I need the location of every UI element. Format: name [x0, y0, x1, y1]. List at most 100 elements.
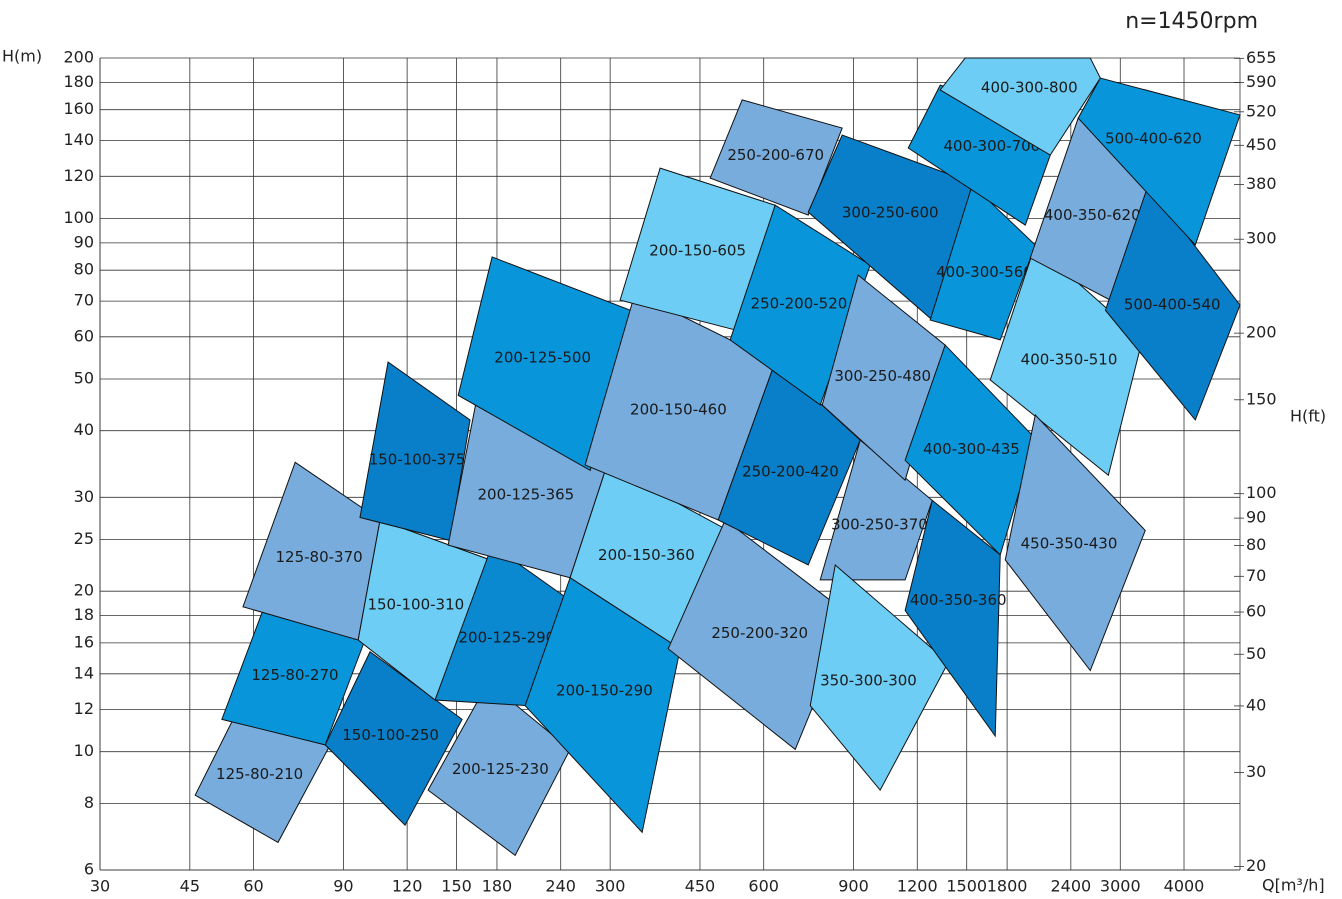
- y-tick-label: 80: [74, 260, 94, 279]
- x-tick-label: 300: [595, 877, 626, 896]
- y2-tick-label: 590: [1246, 72, 1277, 91]
- region-label: 200-150-460: [630, 400, 727, 418]
- x-tick-label: 240: [545, 877, 576, 896]
- x-tick-label: 60: [243, 877, 263, 896]
- y-tick-label: 8: [84, 793, 94, 812]
- x-tick-label: 900: [838, 877, 869, 896]
- y2-tick-label: 80: [1246, 535, 1266, 554]
- region: [819, 439, 933, 581]
- region-label: 500-400-620: [1105, 130, 1202, 148]
- x-tick-label: 1200: [897, 877, 938, 896]
- y2-tick-label: 60: [1246, 602, 1266, 621]
- y-tick-label: 50: [74, 369, 94, 388]
- y-tick-label: 16: [74, 632, 94, 651]
- region-label: 200-150-290: [556, 682, 653, 700]
- region-label: 200-125-365: [477, 485, 574, 503]
- y-tick-label: 40: [74, 420, 94, 439]
- region: [904, 499, 1001, 738]
- y-tick-label: 90: [74, 232, 94, 251]
- region-label: 250-200-420: [742, 462, 839, 480]
- region-label: 400-300-700: [943, 137, 1040, 155]
- y2-axis-label: H(ft): [1290, 407, 1326, 426]
- region-label: 300-250-480: [834, 367, 931, 385]
- y2-tick-label: 30: [1246, 762, 1266, 781]
- region: [1077, 77, 1241, 246]
- x-tick-label: 1500: [946, 877, 987, 896]
- y2-tick-label: 100: [1246, 483, 1277, 502]
- region-label: 125-80-270: [251, 666, 338, 684]
- region-label: 250-200-520: [751, 294, 848, 312]
- y-tick-label: 14: [74, 663, 94, 682]
- y-tick-label: 12: [74, 699, 94, 718]
- region: [457, 256, 631, 472]
- y-tick-label: 70: [74, 291, 94, 310]
- y-tick-label: 6: [84, 860, 94, 879]
- y2-tick-label: 90: [1246, 508, 1266, 527]
- region-label: 200-125-500: [494, 349, 591, 367]
- y-tick-label: 120: [63, 166, 94, 185]
- region-label: 450-350-430: [1021, 534, 1118, 552]
- y2-tick-label: 450: [1246, 135, 1277, 154]
- x-tick-label: 600: [748, 877, 779, 896]
- y2-tick-label: 20: [1246, 856, 1266, 875]
- region-label: 300-250-370: [831, 516, 928, 534]
- y2-tick-label: 520: [1246, 101, 1277, 120]
- y2-tick-label: 655: [1246, 48, 1277, 67]
- x-tick-label: 180: [482, 877, 513, 896]
- x-tick-label: 450: [685, 877, 716, 896]
- region-label: 150-100-310: [367, 595, 464, 613]
- y-tick-label: 60: [74, 326, 94, 345]
- x-tick-label: 45: [180, 877, 200, 896]
- region: [821, 274, 946, 482]
- region-label: 400-350-360: [910, 591, 1007, 609]
- chart-title: n=1450rpm: [1125, 9, 1258, 34]
- x-tick-label: 3000: [1100, 877, 1141, 896]
- y2-tick-label: 70: [1246, 566, 1266, 585]
- region: [1104, 183, 1241, 421]
- y2-tick-label: 40: [1246, 695, 1266, 714]
- x-tick-label: 120: [392, 877, 423, 896]
- y-tick-label: 18: [74, 605, 94, 624]
- region: [729, 204, 871, 406]
- y2-tick-label: 380: [1246, 174, 1277, 193]
- region-label: 400-300-435: [923, 440, 1020, 458]
- region-label: 300-250-600: [842, 204, 939, 222]
- y-tick-label: 20: [74, 581, 94, 600]
- x-tick-label: 1800: [987, 877, 1028, 896]
- region-label: 125-80-210: [216, 765, 303, 783]
- x-tick-label: 150: [441, 877, 472, 896]
- y-tick-label: 140: [63, 130, 94, 149]
- region-label: 200-125-290: [458, 629, 555, 647]
- region: [939, 57, 1101, 156]
- region: [809, 564, 949, 792]
- region-label: 400-300-560: [936, 263, 1033, 281]
- region: [427, 681, 571, 857]
- region-label: 250-200-320: [711, 624, 808, 642]
- region-label: 200-150-360: [598, 546, 695, 564]
- x-tick-label: 4000: [1164, 877, 1205, 896]
- region-label: 500-400-540: [1124, 296, 1221, 314]
- region-label: 350-300-300: [820, 671, 917, 689]
- y2-tick-label: 200: [1246, 323, 1277, 342]
- region: [667, 519, 851, 751]
- y-tick-label: 200: [63, 48, 94, 67]
- y-axis-label: H(m): [2, 47, 42, 66]
- x-tick-label: 2400: [1050, 877, 1091, 896]
- region-label: 150-100-250: [342, 726, 439, 744]
- y-tick-label: 10: [74, 741, 94, 760]
- y-tick-label: 180: [63, 72, 94, 91]
- region-label: 200-125-230: [452, 760, 549, 778]
- x-axis-label: Q[m³/h]: [1262, 876, 1325, 895]
- y2-tick-label: 50: [1246, 644, 1266, 663]
- region-label: 400-350-620: [1044, 206, 1141, 224]
- y-tick-label: 30: [74, 487, 94, 506]
- region-label: 400-300-800: [981, 78, 1078, 96]
- x-tick-label: 90: [333, 877, 353, 896]
- region: [709, 99, 843, 216]
- region-label: 200-150-605: [649, 241, 746, 259]
- y2-tick-label: 150: [1246, 389, 1277, 408]
- region: [929, 184, 1036, 341]
- y-tick-label: 160: [63, 99, 94, 118]
- y-tick-label: 25: [74, 529, 94, 548]
